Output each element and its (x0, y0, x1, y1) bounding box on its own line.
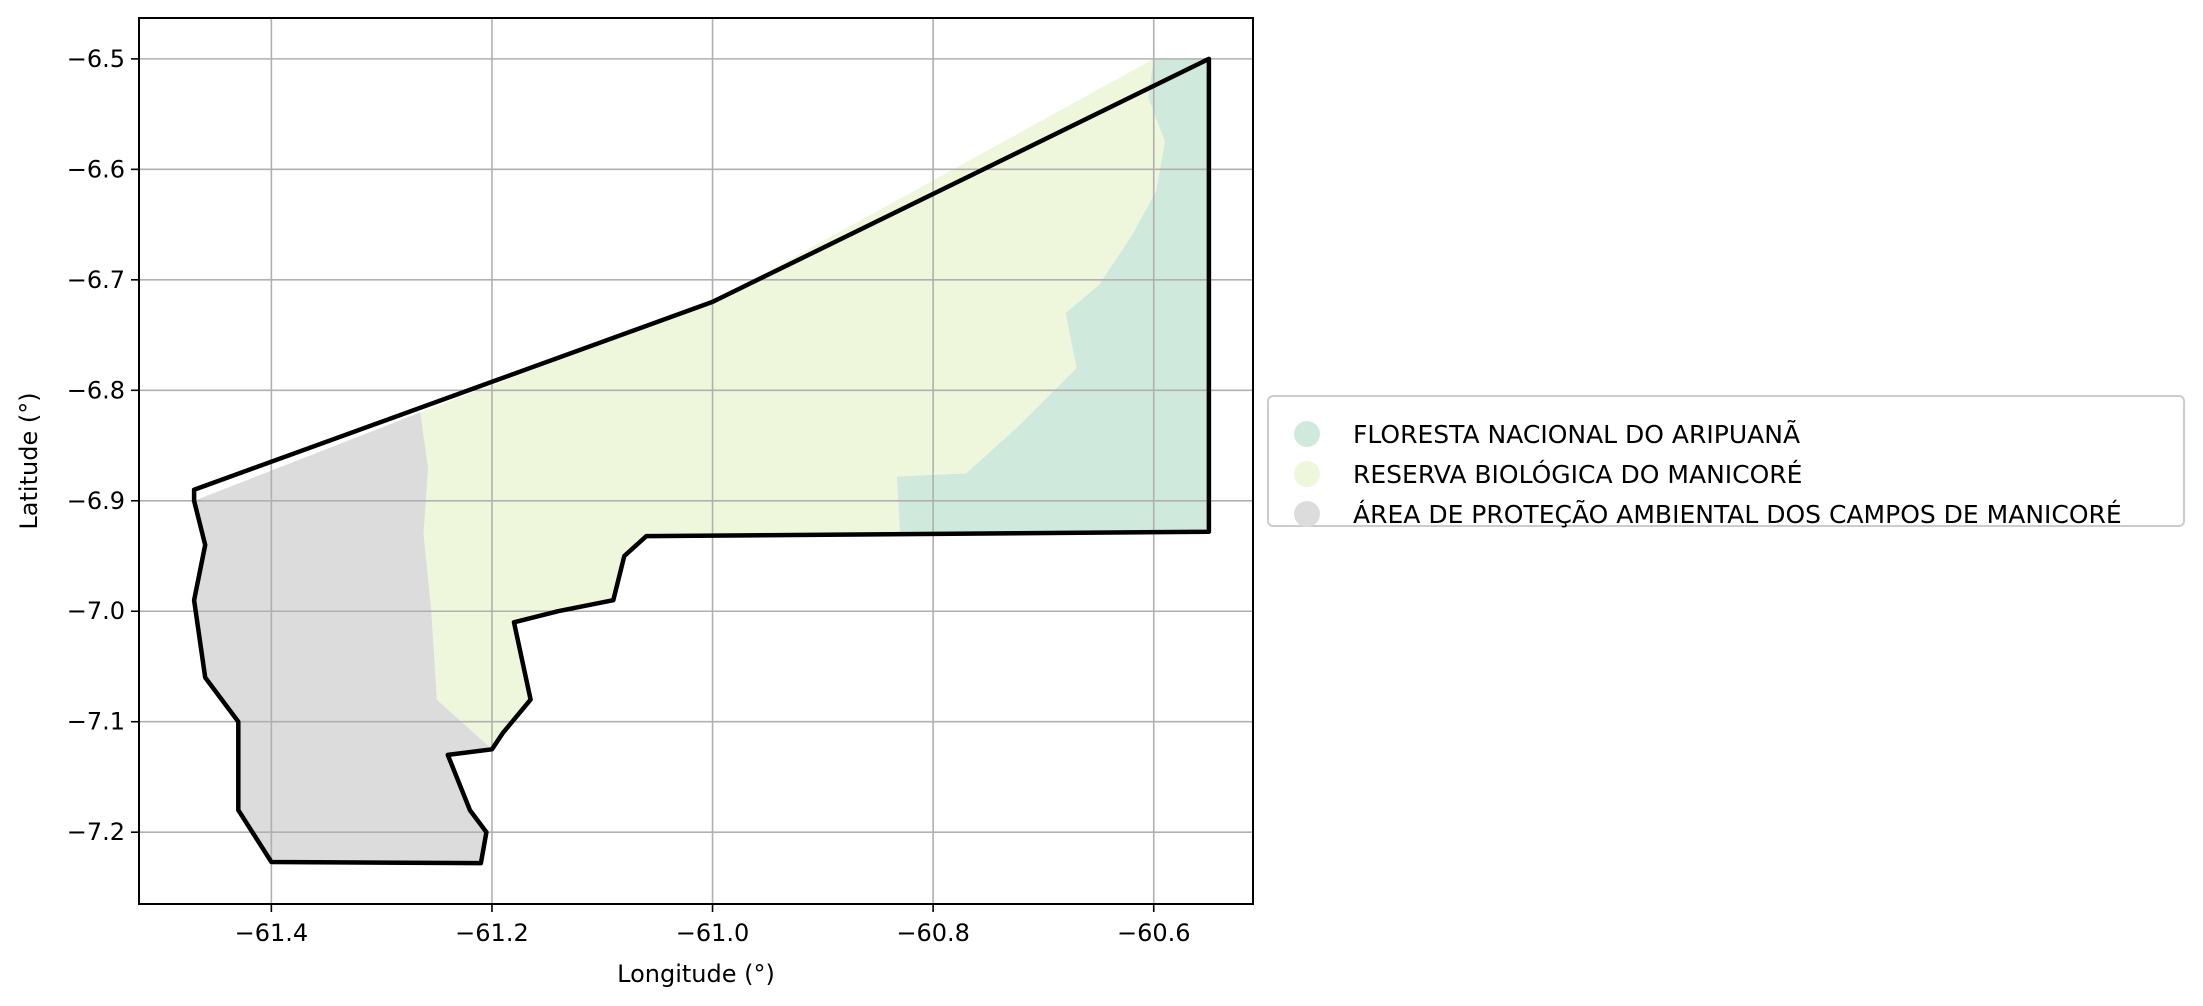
y-tick-label: −7.2 (67, 818, 125, 846)
y-tick-label: −7.1 (67, 708, 125, 736)
y-tick-label: −6.7 (67, 266, 125, 294)
x-axis-label: Longitude (°) (617, 960, 775, 988)
x-tick-label: −61.0 (676, 919, 750, 947)
plot-area (138, 17, 1254, 905)
y-tick-label: −6.9 (67, 487, 125, 515)
legend-marker-floresta-nacional-do-aripuana (1294, 421, 1320, 447)
legend-label-area-de-protecao-ambiental-dos-campos-de-manicore: ÁREA DE PROTEÇÃO AMBIENTAL DOS CAMPOS DE… (1353, 499, 2122, 529)
y-tick-label: −6.6 (67, 155, 125, 183)
legend: FLORESTA NACIONAL DO ARIPUANÃ RESERVA BIO… (1267, 395, 2185, 529)
region-reserva-biologica-do-manicore (420, 58, 1165, 750)
x-tick-label: −61.2 (455, 919, 529, 947)
plot-frame (138, 17, 1254, 905)
y-tick-label: −6.8 (67, 376, 125, 404)
grid-lines (139, 18, 1253, 904)
region-area-de-protecao-ambiental-dos-campos-de-manicore (194, 412, 492, 864)
y-axis-label: Latitude (°) (15, 392, 43, 529)
regions-layer (194, 58, 1209, 864)
x-tick-label: −61.4 (235, 919, 309, 947)
x-tick-label: −60.6 (1117, 919, 1191, 947)
y-tick-label: −7.0 (67, 597, 125, 625)
legend-label-floresta-nacional-do-aripuana: FLORESTA NACIONAL DO ARIPUANÃ (1353, 419, 1800, 449)
region-floresta-nacional-do-aripuana (896, 58, 1209, 534)
y-tick-label: −6.5 (67, 45, 125, 73)
legend-label-reserva-biologica-do-manicore: RESERVA BIOLÓGICA DO MANICORÉ (1353, 459, 1802, 489)
boundary-outline (191, 56, 1212, 866)
x-tick-label: −60.8 (896, 919, 970, 947)
axis-ticks: −61.4 −61.2 −61.0 −60.8 −60.6 −6.5 −6.6 −6.7 −6.… (67, 45, 1191, 947)
legend-marker-area-de-protecao-ambiental-dos-campos-de-manicore (1294, 501, 1320, 527)
legend-marker-reserva-biologica-do-manicore (1294, 461, 1320, 487)
legend-frame (1267, 395, 2185, 527)
